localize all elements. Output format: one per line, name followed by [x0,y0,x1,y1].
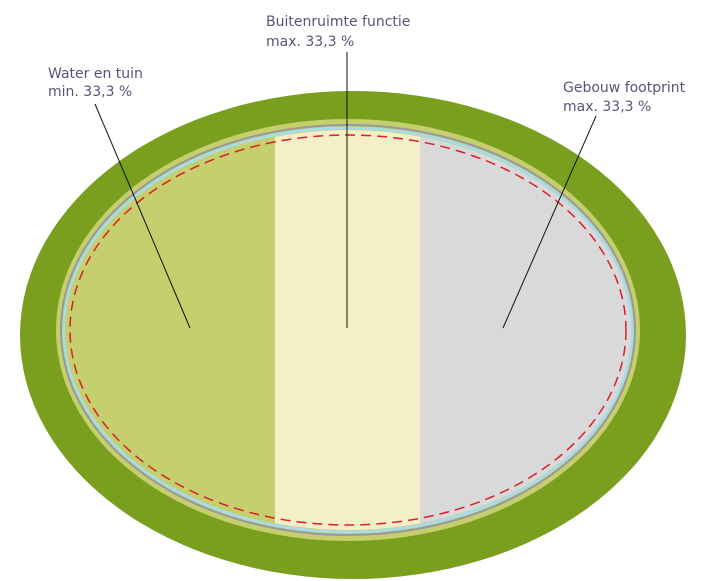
label-name: Gebouw footprint [563,80,686,96]
label-share: max. 33,3 % [563,99,651,115]
leader-lines [94,52,597,329]
label-share: max. 33,3 % [266,34,354,50]
label-share: min. 33,3 % [48,84,132,100]
leader-line [94,103,191,329]
label-name: Water en tuin [48,66,143,82]
dashed-boundary [69,134,627,526]
label-name: Buitenruimte functie [266,14,410,30]
blue-line [62,126,634,534]
gray-line [60,124,636,536]
leader-line [502,115,597,329]
